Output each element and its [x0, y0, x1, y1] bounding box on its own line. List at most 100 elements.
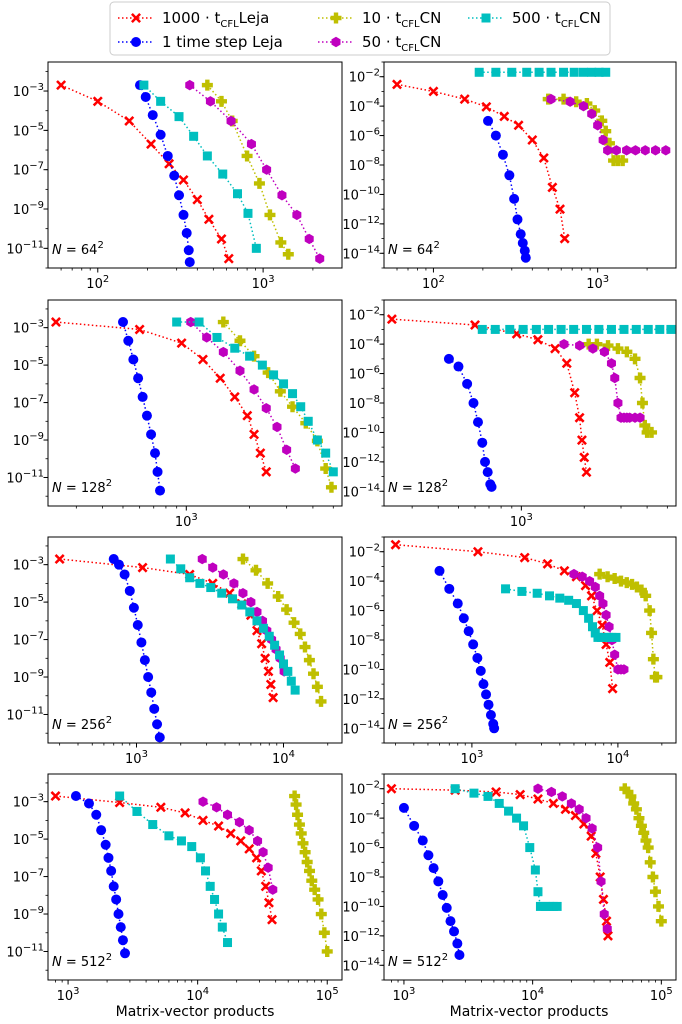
series-step1 [134, 80, 195, 268]
cn10-marker [558, 93, 570, 105]
cn50-marker [272, 421, 282, 433]
step1-marker [119, 569, 130, 580]
step1-marker [133, 373, 144, 384]
cn10-marker [315, 908, 327, 920]
grid-size-annotation: N = 2562 [52, 715, 112, 733]
leja1000-marker [459, 94, 470, 105]
y-tick-label: 10−14 [342, 482, 380, 500]
series-cn10 [237, 553, 327, 707]
cn500-marker [501, 584, 511, 594]
cn500-marker [148, 820, 158, 830]
leja1000-marker [386, 314, 397, 325]
step1-marker [132, 619, 143, 630]
cn50-marker [601, 609, 611, 621]
cn50-marker [595, 590, 605, 602]
step1-marker [452, 598, 463, 609]
y-tick-label: 10−14 [342, 244, 380, 262]
cn10-marker [651, 671, 663, 683]
series-line-cn10 [624, 788, 663, 922]
y-tick-label: 10−2 [349, 543, 380, 561]
chart-panel-row4-right: 103 104 105 10−2 10−4 10−6 10−8 10−10 10−12 10−14… [342, 773, 677, 1004]
leja1000-marker [198, 815, 209, 826]
step1-marker [108, 881, 119, 892]
cn500-marker [533, 887, 543, 897]
cn10-marker [649, 886, 661, 898]
cn10-marker [281, 604, 293, 616]
series-line-cn10 [242, 558, 322, 702]
cn10-marker [201, 79, 213, 91]
cn500-marker [210, 894, 220, 904]
cn500-marker [606, 324, 616, 334]
cn10-marker [625, 790, 637, 802]
cn500-marker [571, 599, 581, 609]
leja1000-marker [598, 894, 609, 905]
cn50-marker [581, 812, 591, 824]
cn500-marker [522, 67, 532, 77]
legend-entry: 10 · tCFLCN [318, 9, 441, 30]
grid-size-annotation: N = 642 [52, 240, 104, 258]
series-line-leja1000 [55, 321, 267, 473]
cn10-marker [631, 581, 643, 593]
series-line-cn500 [119, 795, 229, 943]
axes-frame [383, 61, 677, 269]
y-tick-label: 10−11 [6, 942, 44, 960]
x-axis-label-right: Matrix-vector products [450, 1004, 609, 1020]
series-cn10 [594, 568, 663, 683]
legend-entry: 500 · tCFLCN [468, 9, 601, 30]
series-cn500 [477, 324, 676, 334]
step1-marker [482, 467, 493, 478]
cn500-marker [174, 112, 184, 122]
cn10-marker [635, 820, 647, 832]
cn10-marker [318, 927, 330, 939]
step1-marker [139, 655, 150, 666]
cn50-marker [252, 606, 262, 618]
x-tick-label: 103 [125, 749, 148, 767]
cn50-marker [202, 332, 212, 343]
cn10-marker [642, 842, 654, 854]
series-line-leja1000 [60, 84, 230, 259]
cn10-marker [303, 654, 315, 666]
cn50-marker [546, 93, 556, 105]
cn50-marker [533, 783, 543, 794]
cn50-marker [218, 569, 228, 580]
step1-marker [483, 699, 494, 710]
leja1000-marker [532, 334, 543, 345]
cn10-marker [304, 865, 316, 877]
cn500-marker [132, 806, 142, 816]
cn10-marker [646, 426, 658, 438]
cn50-marker [238, 587, 248, 599]
legend-entry: 1 time step Leja [118, 33, 283, 51]
step1-marker [472, 652, 483, 663]
step1-marker [91, 809, 102, 820]
cn10-marker [312, 893, 324, 905]
step1-marker [174, 190, 185, 201]
step1-marker [162, 150, 173, 161]
axes-frame [47, 61, 343, 269]
series-cn500 [115, 791, 233, 948]
y-tick-label: 10−6 [349, 602, 380, 620]
cn10-marker [622, 786, 634, 798]
chart-panel-row2-left: 103 10−3 10−5 10−7 10−9 10−11 N = 1282 [6, 299, 343, 530]
leja1000-marker [386, 783, 397, 794]
cn50-marker [218, 346, 228, 358]
leja1000-marker [267, 914, 278, 925]
leja1000-marker [560, 804, 571, 815]
series-step1 [70, 791, 131, 959]
leja1000-marker [542, 558, 553, 569]
step1-marker [486, 481, 497, 492]
step1-marker [181, 228, 192, 239]
cn10-marker [234, 335, 246, 347]
cn500-marker [544, 324, 554, 334]
cn500-marker [525, 843, 535, 853]
y-tick-label: 10−7 [13, 394, 44, 412]
cn50-marker [546, 786, 556, 798]
step1-marker [452, 938, 463, 949]
step1-marker [489, 723, 500, 734]
series-step1 [398, 802, 465, 961]
cn10-marker [320, 463, 332, 475]
cn500-marker [519, 821, 529, 831]
cn500-marker [286, 676, 296, 686]
cn500-marker [176, 836, 186, 846]
y-tick-label: 10−10 [342, 897, 380, 915]
